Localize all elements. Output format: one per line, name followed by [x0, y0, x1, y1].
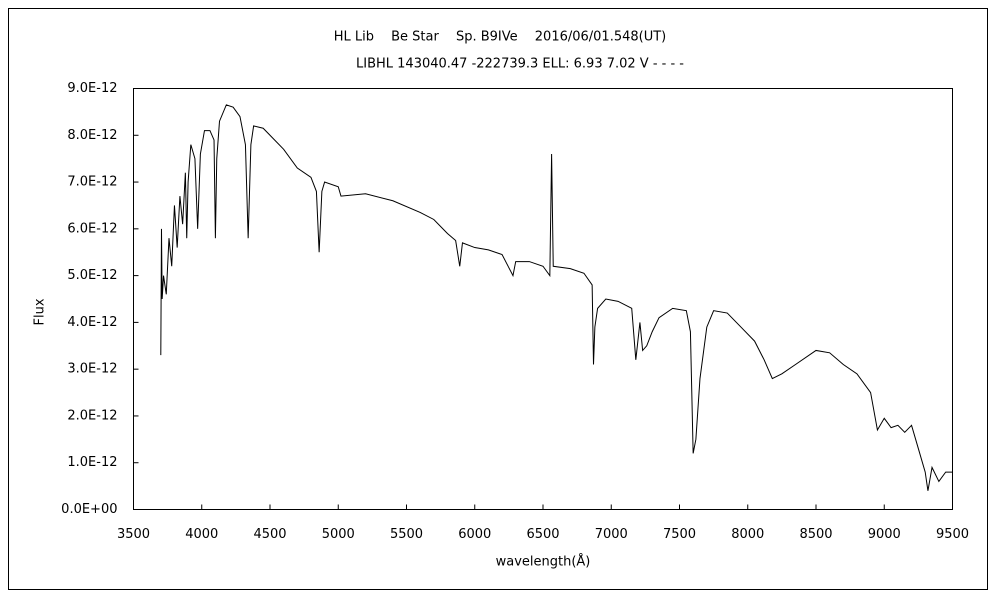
y-tick-label: 4.0E-12 — [67, 315, 117, 330]
x-tick-label: 5500 — [390, 527, 423, 542]
y-tick-label: 8.0E-12 — [67, 128, 117, 143]
y-axis-label: Flux — [33, 298, 48, 325]
x-tick-label: 5000 — [322, 527, 355, 542]
y-tick-label: 9.0E-12 — [67, 81, 117, 96]
chart-subtitle: LIBHL 143040.47 -222739.3 ELL: 6.93 7.02… — [356, 57, 684, 72]
frame — [8, 8, 988, 590]
x-tick-label: 6500 — [526, 527, 559, 542]
y-tick-label: 6.0E-12 — [67, 221, 117, 236]
x-tick-label: 4500 — [253, 527, 286, 542]
plot-area — [133, 88, 953, 510]
x-tick-label: 8000 — [731, 527, 764, 542]
x-tick-label: 7000 — [595, 527, 628, 542]
y-tick-label: 7.0E-12 — [67, 175, 117, 190]
x-tick-label: 3500 — [117, 527, 150, 542]
x-tick-label: 9000 — [868, 527, 901, 542]
y-tick-label: 2.0E-12 — [67, 408, 117, 423]
x-tick-label: 4000 — [185, 527, 218, 542]
x-tick-label: 9500 — [936, 527, 969, 542]
spectrum-line — [160, 104, 953, 491]
y-tick-label: 3.0E-12 — [67, 362, 117, 377]
y-tick-label: 5.0E-12 — [67, 268, 117, 283]
y-tick-label: 1.0E-12 — [67, 455, 117, 470]
x-axis-label: wavelength(Å) — [496, 554, 591, 570]
chart-title: HL Lib Be Star Sp. B9IVe 2016/06/01.548(… — [334, 30, 667, 45]
x-tick-label: 7500 — [663, 527, 696, 542]
y-tick-label: 0.0E+00 — [61, 502, 117, 517]
x-tick-label: 6000 — [458, 527, 491, 542]
x-tick-label: 8500 — [799, 527, 832, 542]
